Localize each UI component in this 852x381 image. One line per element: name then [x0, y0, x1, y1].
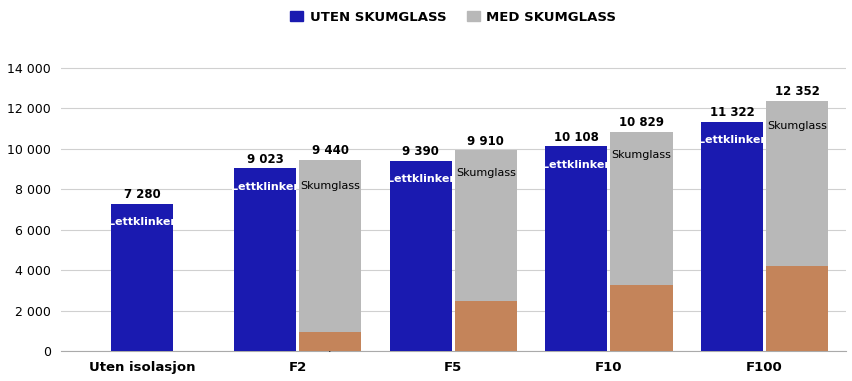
Text: 10 108: 10 108: [553, 131, 598, 144]
Text: 10,30
m³/lm: 10,30 m³/lm: [780, 302, 812, 324]
Text: Skumglass: Skumglass: [766, 121, 826, 131]
Bar: [610, 285, 672, 351]
Text: 4,17
m³/lm: 4,17 m³/lm: [314, 332, 345, 354]
Text: Lettklinker: Lettklinker: [697, 135, 765, 145]
Text: Skumglass: Skumglass: [300, 181, 360, 191]
Bar: [544, 146, 607, 351]
Bar: [610, 132, 672, 351]
Text: Lettklinker: Lettklinker: [542, 160, 609, 170]
Text: 9 440: 9 440: [312, 144, 348, 157]
Text: Skumglass: Skumglass: [611, 150, 671, 160]
Bar: [765, 266, 827, 351]
Text: 5,20
m³/lm: 5,20 m³/lm: [470, 318, 501, 339]
Bar: [700, 122, 763, 351]
Bar: [233, 168, 296, 351]
Bar: [299, 332, 361, 351]
Bar: [454, 150, 516, 351]
Text: Skumglass: Skumglass: [456, 168, 515, 178]
Bar: [765, 101, 827, 351]
Bar: [454, 301, 516, 351]
Text: Lettklinker: Lettklinker: [231, 182, 299, 192]
Text: Lettklinker: Lettklinker: [386, 174, 454, 184]
Text: 9 910: 9 910: [467, 135, 504, 148]
Bar: [299, 160, 361, 351]
Text: 10 829: 10 829: [619, 116, 663, 129]
Text: 9 023: 9 023: [246, 153, 283, 166]
Text: 12 352: 12 352: [774, 85, 819, 98]
Bar: [111, 204, 173, 351]
Text: 9 390: 9 390: [402, 146, 439, 158]
Legend: UTEN SKUMGLASS, MED SKUMGLASS: UTEN SKUMGLASS, MED SKUMGLASS: [285, 5, 621, 29]
Text: 7,21
m³/lm: 7,21 m³/lm: [625, 311, 656, 333]
Text: 11 322: 11 322: [709, 106, 753, 119]
Text: Lettklinker: Lettklinker: [108, 217, 176, 227]
Text: 7 280: 7 280: [124, 188, 160, 201]
Bar: [389, 161, 452, 351]
